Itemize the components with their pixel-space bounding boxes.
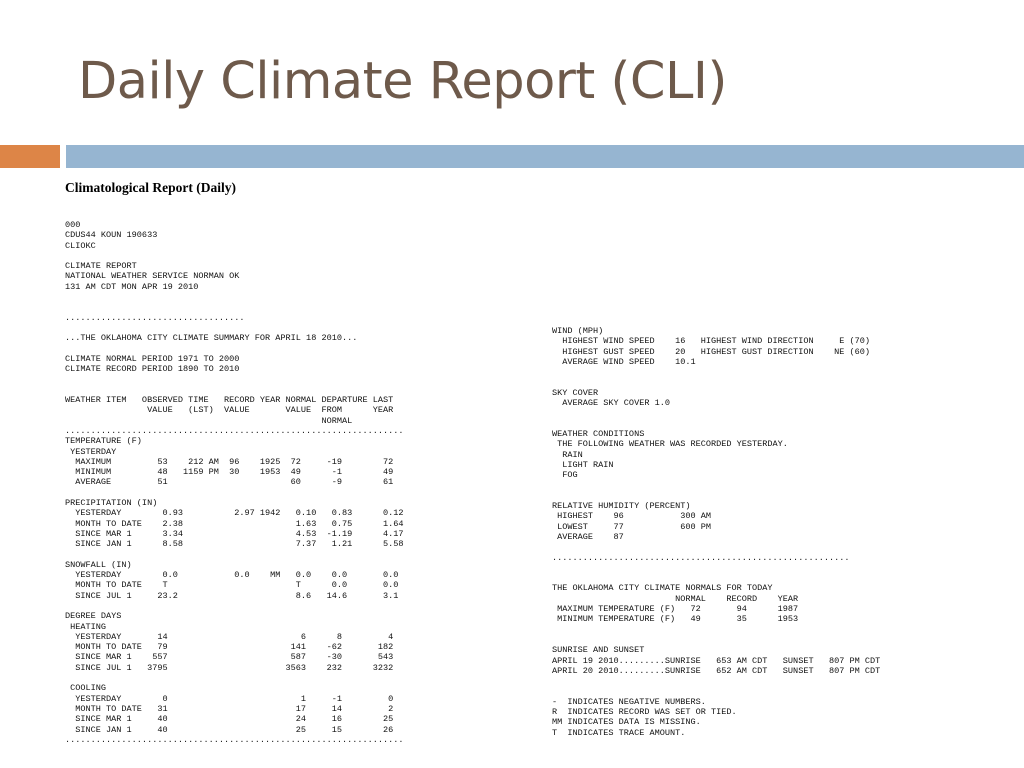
slide-title: Daily Climate Report (CLI) [78,52,727,111]
report-heading: Climatological Report (Daily) [65,180,236,195]
accent-bar-blue [66,145,1024,168]
accent-bar-orange [0,145,60,168]
report-left-column: 000 CDUS44 KOUN 190633 CLIOKC CLIMATE RE… [65,220,404,745]
report-right-column: WIND (MPH) HIGHEST WIND SPEED 16 HIGHEST… [552,326,881,738]
